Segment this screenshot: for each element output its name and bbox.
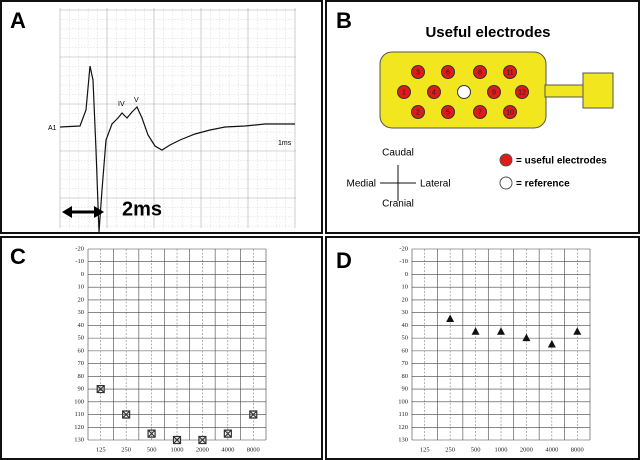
electrode-label: 2: [416, 109, 420, 116]
x-tick-label: 125: [96, 446, 106, 453]
x-tick-label: 2000: [520, 446, 533, 453]
electrode-label: 6: [446, 69, 450, 76]
legend-marker: [500, 154, 512, 166]
y-tick-label: 120: [74, 424, 84, 431]
x-tick-label: 500: [147, 446, 157, 453]
y-tick-label: 40: [402, 322, 409, 329]
y-tick-label: 110: [398, 411, 408, 418]
y-tick-label: 120: [398, 424, 408, 431]
electrode-label: 8: [478, 69, 482, 76]
y-tick-label: 80: [78, 373, 85, 380]
y-tick-label: 40: [78, 322, 85, 329]
x-tick-label: 4000: [221, 446, 234, 453]
x-tick-label: 500: [471, 446, 481, 453]
y-tick-label: 30: [402, 309, 409, 316]
electrode-label: 5: [446, 109, 450, 116]
y-tick-label: 60: [402, 347, 409, 354]
x-tick-label: 250: [445, 446, 455, 453]
panel-frame: [1, 237, 322, 459]
marker: [446, 315, 454, 323]
electrode-label: 10: [506, 109, 514, 116]
channel-label: A1: [48, 125, 57, 132]
y-tick-label: -20: [75, 245, 84, 252]
figure: A B C D A1 IV V 1ms 2ms Useful electrode…: [0, 0, 640, 460]
y-tick-label: -10: [75, 258, 84, 265]
y-tick-label: 50: [402, 335, 409, 342]
electrode-label: 11: [506, 69, 513, 76]
y-tick-label: 10: [78, 284, 85, 291]
marker: [573, 327, 581, 335]
y-tick-label: 100: [398, 398, 408, 405]
y-tick-label: 90: [402, 386, 409, 393]
x-tick-label: 4000: [545, 446, 558, 453]
connector-strip: [545, 85, 585, 97]
y-tick-label: 10: [402, 284, 409, 291]
y-tick-label: 80: [402, 373, 409, 380]
y-tick-label: -10: [399, 258, 408, 265]
y-tick-label: 0: [405, 271, 408, 278]
peak-label: V: [134, 97, 139, 104]
y-tick-label: -20: [399, 245, 408, 252]
peak-label: IV: [118, 101, 125, 108]
x-tick-label: 125: [420, 446, 430, 453]
y-tick-label: 70: [78, 360, 85, 367]
panel-label: C: [10, 244, 26, 269]
y-tick-label: 20: [78, 296, 85, 303]
x-tick-label: 8000: [247, 446, 260, 453]
scale-label: 1ms: [278, 140, 292, 147]
y-tick-label: 30: [78, 309, 85, 316]
legend-label: = reference: [516, 179, 570, 190]
y-tick-label: 60: [78, 347, 85, 354]
panel-label: A: [10, 8, 26, 33]
x-tick-label: 1000: [171, 446, 184, 453]
direction-label: Caudal: [382, 148, 414, 159]
y-tick-label: 110: [74, 411, 84, 418]
marker: [497, 327, 505, 335]
legend-label: = useful electrodes: [516, 156, 607, 167]
marker: [472, 327, 480, 335]
panel-label: D: [336, 248, 352, 273]
y-tick-label: 100: [74, 398, 84, 405]
electrode-label: 7: [478, 109, 482, 116]
electrode-label: 1: [402, 89, 406, 96]
electrode-label: 4: [432, 89, 436, 96]
y-tick-label: 90: [78, 386, 85, 393]
diagram-title: Useful electrodes: [425, 24, 550, 41]
marker: [548, 340, 556, 348]
electrode-label: 9: [492, 89, 496, 96]
marker: [522, 334, 530, 342]
y-tick-label: 130: [74, 436, 84, 443]
electrode-label: 12: [518, 89, 526, 96]
x-tick-label: 1000: [495, 446, 508, 453]
x-tick-label: 250: [121, 446, 131, 453]
y-tick-label: 20: [402, 296, 409, 303]
reference-electrode: [458, 86, 471, 99]
paper-grid: [60, 8, 296, 228]
direction-label: Lateral: [420, 179, 451, 190]
legend-marker: [500, 177, 512, 189]
y-tick-label: 70: [402, 360, 409, 367]
connector: [583, 73, 613, 108]
x-tick-label: 2000: [196, 446, 209, 453]
direction-label: Cranial: [382, 199, 414, 210]
y-tick-label: 130: [398, 436, 408, 443]
panel-label: B: [336, 8, 352, 33]
y-tick-label: 0: [81, 271, 84, 278]
panel-frame: [326, 237, 639, 459]
y-tick-label: 50: [78, 335, 85, 342]
electrode-label: 3: [416, 69, 420, 76]
interval-label: 2ms: [122, 198, 162, 220]
direction-label: Medial: [347, 179, 376, 190]
x-tick-label: 8000: [571, 446, 584, 453]
